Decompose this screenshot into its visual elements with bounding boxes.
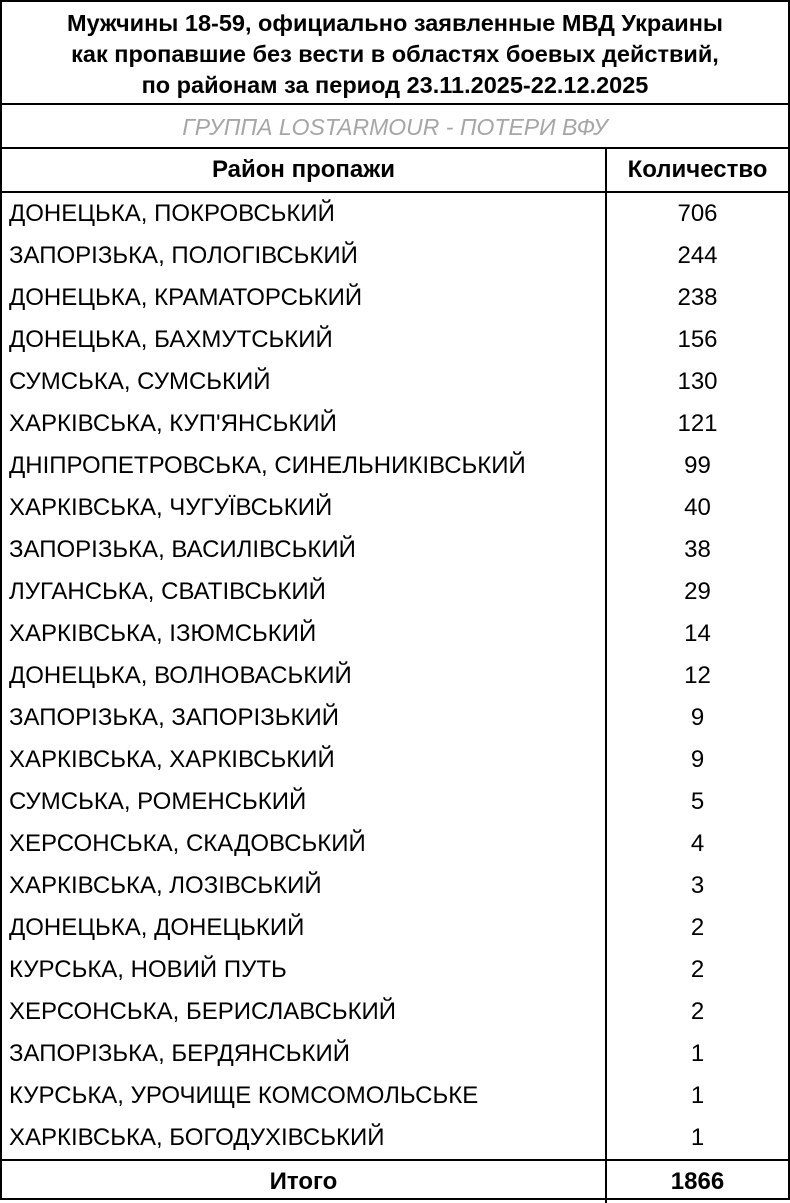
table-row: ЛУГАНСЬКА, СВАТІВСЬКИЙ 29 [2,571,788,613]
count-cell: 156 [605,319,788,361]
district-cell: ЗАПОРІЗЬКА, ВАСИЛІВСЬКИЙ [9,536,356,563]
title-line: Мужчины 18-59, официально заявленные МВД… [67,10,723,36]
district-cell: СУМСЬКА, РОМЕНСЬКИЙ [9,788,307,815]
count-cell: 14 [605,613,788,655]
district-cell: КУРСЬКА, УРОЧИЩЕ КОМСОМОЛЬСЬКЕ [9,1082,479,1109]
district-cell: ХАРКІВСЬКА, КУП'ЯНСЬКИЙ [9,410,337,437]
count-cell: 12 [605,655,788,697]
header-row: Район пропажи Количество [2,149,788,193]
district-cell: ХАРКІВСЬКА, ЛОЗІВСЬКИЙ [9,872,322,899]
count-cell: 29 [605,571,788,613]
header-count: Количество [605,149,788,193]
district-cell: ДНІПРОПЕТРОВСЬКА, СИНЕЛЬНИКІВСЬКИЙ [9,452,526,479]
table-row: ХАРКІВСЬКА, БОГОДУХІВСЬКИЙ 1 [2,1117,788,1160]
district-cell: ДОНЕЦЬКА, ВОЛНОВАСЬКИЙ [9,662,352,689]
table-row: ХАРКІВСЬКА, ЧУГУЇВСЬКИЙ 40 [2,487,788,529]
table-row: СУМСЬКА, СУМСЬКИЙ 130 [2,361,788,403]
district-cell: СУМСЬКА, СУМСЬКИЙ [9,368,271,395]
count-cell: 5 [605,781,788,823]
count-cell: 38 [605,529,788,571]
count-cell: 244 [605,235,788,277]
count-cell: 9 [605,697,788,739]
district-cell: ДОНЕЦЬКА, ДОНЕЦЬКИЙ [9,914,305,941]
count-cell: 130 [605,361,788,403]
table-row: ЗАПОРІЗЬКА, ПОЛОГІВСЬКИЙ 244 [2,235,788,277]
data-table: Район пропажи Количество ДОНЕЦЬКА, ПОКРО… [2,149,788,1203]
total-count: 1866 [605,1159,788,1203]
table-row: ДОНЕЦЬКА, КРАМАТОРСЬКИЙ 238 [2,277,788,319]
count-cell: 706 [605,192,788,235]
count-cell: 2 [605,907,788,949]
table-row: ХЕРСОНСЬКА, БЕРИСЛАВСЬКИЙ 2 [2,991,788,1033]
table-row: ЗАПОРІЗЬКА, ВАСИЛІВСЬКИЙ 38 [2,529,788,571]
count-cell: 3 [605,865,788,907]
table-row: ХАРКІВСЬКА, ЛОЗІВСЬКИЙ 3 [2,865,788,907]
table-row: КУРСЬКА, НОВИЙ ПУТЬ 2 [2,949,788,991]
count-cell: 9 [605,739,788,781]
table-row: ХЕРСОНСЬКА, СКАДОВСЬКИЙ 4 [2,823,788,865]
district-cell: ХЕРСОНСЬКА, БЕРИСЛАВСЬКИЙ [9,998,397,1025]
table-subtitle: ГРУППА LOSTARMOUR - ПОТЕРИ ВФУ [2,105,788,149]
table-row: ДОНЕЦЬКА, ДОНЕЦЬКИЙ 2 [2,907,788,949]
count-cell: 1 [605,1033,788,1075]
district-cell: КУРСЬКА, НОВИЙ ПУТЬ [9,956,287,983]
district-cell: ХАРКІВСЬКА, БОГОДУХІВСЬКИЙ [9,1124,385,1151]
district-cell: ЗАПОРІЗЬКА, ЗАПОРІЗЬКИЙ [9,704,339,731]
table-row: ХАРКІВСЬКА, КУП'ЯНСЬКИЙ 121 [2,403,788,445]
district-cell: ЛУГАНСЬКА, СВАТІВСЬКИЙ [9,578,326,605]
count-cell: 1 [605,1075,788,1117]
district-cell: ХЕРСОНСЬКА, СКАДОВСЬКИЙ [9,830,366,857]
table-title: Мужчины 18-59, официально заявленные МВД… [2,2,788,105]
table-row: ЗАПОРІЗЬКА, БЕРДЯНСЬКИЙ 1 [2,1033,788,1075]
count-cell: 99 [605,445,788,487]
table-row: ХАРКІВСЬКА, ІЗЮМСЬКИЙ 14 [2,613,788,655]
district-cell: ХАРКІВСЬКА, ЧУГУЇВСЬКИЙ [9,494,333,521]
table-row: ДОНЕЦЬКА, БАХМУТСЬКИЙ 156 [2,319,788,361]
district-cell: ЗАПОРІЗЬКА, ПОЛОГІВСЬКИЙ [9,242,358,269]
district-cell: ДОНЕЦЬКА, БАХМУТСЬКИЙ [9,326,333,353]
table-row: ХАРКІВСЬКА, ХАРКІВСЬКИЙ 9 [2,739,788,781]
table-row: КУРСЬКА, УРОЧИЩЕ КОМСОМОЛЬСЬКЕ 1 [2,1075,788,1117]
district-cell: ХАРКІВСЬКА, ХАРКІВСЬКИЙ [9,746,335,773]
table-row: ДОНЕЦЬКА, ВОЛНОВАСЬКИЙ 12 [2,655,788,697]
count-cell: 2 [605,991,788,1033]
district-cell: ХАРКІВСЬКА, ІЗЮМСЬКИЙ [9,620,317,647]
table-row: ДОНЕЦЬКА, ПОКРОВСЬКИЙ 706 [2,192,788,235]
count-cell: 4 [605,823,788,865]
total-row: Итого 1866 [2,1159,788,1203]
header-district: Район пропажи [2,149,606,193]
count-cell: 1 [605,1117,788,1160]
table-row: ДНІПРОПЕТРОВСЬКА, СИНЕЛЬНИКІВСЬКИЙ 99 [2,445,788,487]
count-cell: 2 [605,949,788,991]
district-cell: ДОНЕЦЬКА, КРАМАТОРСЬКИЙ [9,284,363,311]
title-line: как пропавшие без вести в областях боевы… [71,41,719,67]
count-cell: 40 [605,487,788,529]
count-cell: 238 [605,277,788,319]
count-cell: 121 [605,403,788,445]
district-cell: ДОНЕЦЬКА, ПОКРОВСЬКИЙ [9,200,335,227]
table-row: СУМСЬКА, РОМЕНСЬКИЙ 5 [2,781,788,823]
total-label: Итого [2,1159,606,1203]
district-cell: ЗАПОРІЗЬКА, БЕРДЯНСЬКИЙ [9,1040,351,1067]
title-line: по районам за период 23.11.2025-22.12.20… [141,72,649,98]
table-row: ЗАПОРІЗЬКА, ЗАПОРІЗЬКИЙ 9 [2,697,788,739]
